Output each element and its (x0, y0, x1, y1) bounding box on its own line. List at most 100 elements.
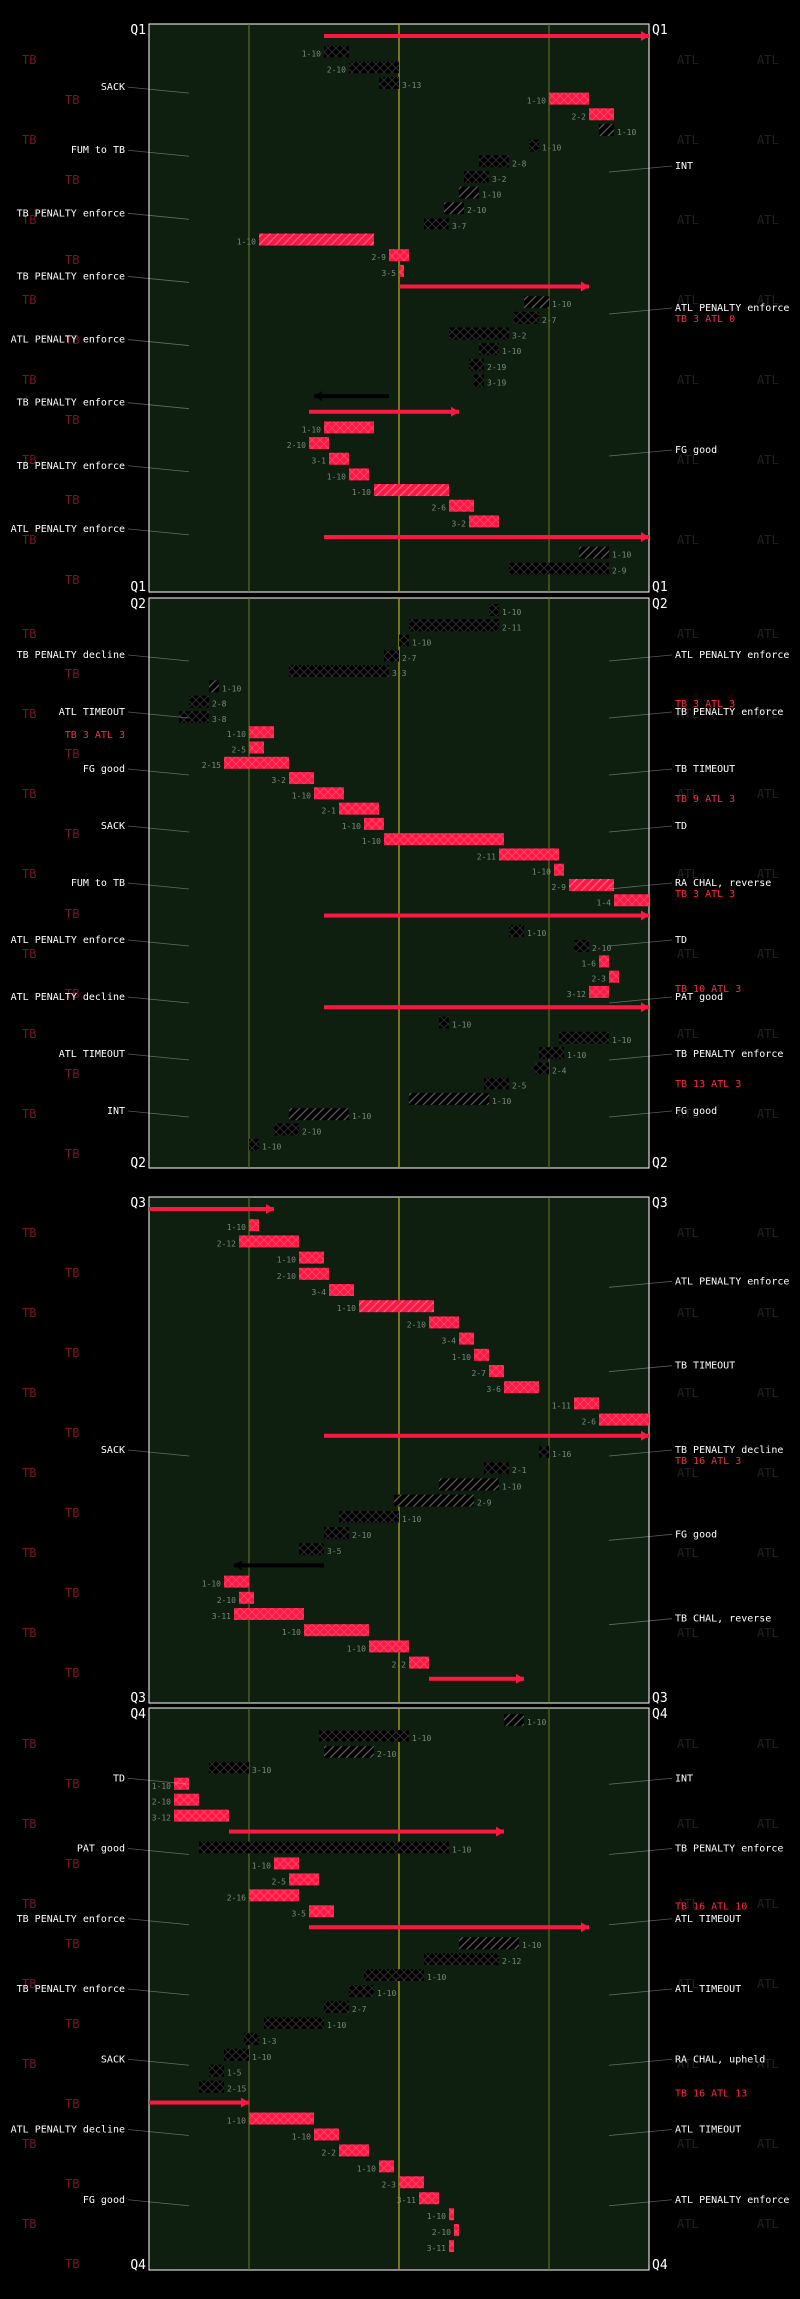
play-bar (364, 1969, 424, 1982)
down-distance-label: 3-2 (272, 776, 287, 785)
team-watermark: ATL (677, 867, 699, 881)
team-watermark: ATL (757, 2057, 779, 2071)
event-leader (608, 1280, 673, 1288)
down-distance-label: 2-5 (512, 1082, 527, 1091)
play-arrow (641, 31, 649, 41)
event-label-right: TB PENALTY enforce (675, 707, 783, 718)
team-watermark: ATL (677, 1897, 699, 1911)
play-bar (449, 499, 474, 512)
quarter-label: Q2 (130, 597, 146, 612)
team-watermark: ATL (757, 373, 779, 387)
play-bar (174, 1793, 199, 1806)
team-watermark: ATL (757, 453, 779, 467)
down-distance-label: 1-10 (342, 822, 361, 831)
down-distance-label: 2-9 (552, 883, 567, 892)
down-distance-label: 3-2 (452, 519, 467, 528)
team-watermark: TB (22, 533, 36, 547)
team-watermark: ATL (677, 1226, 699, 1240)
down-distance-label: 1-10 (492, 1097, 511, 1106)
play-arrow (641, 532, 649, 543)
event-leader (608, 307, 673, 315)
down-distance-label: 1-10 (552, 300, 571, 309)
play-bar (189, 695, 209, 708)
down-distance-label: 1-10 (252, 1861, 271, 1870)
event-leader (127, 711, 190, 719)
team-watermark: ATL (677, 2057, 699, 2071)
team-watermark: TB (22, 1306, 36, 1320)
play-bar (249, 1219, 259, 1232)
play-bar (454, 2224, 459, 2237)
event-leader (608, 1618, 673, 1626)
event-label-right: TB TIMEOUT (675, 764, 735, 775)
event-label-right: RA CHAL, upheld (675, 2054, 765, 2065)
score-label: TB 10 ATL 3 (675, 984, 741, 995)
event-label-left: TB PENALTY enforce (17, 208, 125, 219)
down-distance-label: 1-10 (352, 1112, 371, 1121)
team-watermark: TB (22, 453, 36, 467)
play-arrow (581, 281, 589, 292)
event-label-right: TD (675, 821, 687, 832)
down-distance-label: 1-10 (227, 730, 246, 739)
down-distance-label: 1-10 (252, 2053, 271, 2062)
team-watermark: ATL (757, 1027, 779, 1041)
play-bar (374, 484, 449, 497)
event-leader (127, 882, 190, 890)
play-bar (449, 2208, 454, 2221)
down-distance-label: 3-6 (487, 1385, 502, 1394)
event-leader (127, 1110, 190, 1118)
team-watermark: ATL (677, 787, 699, 801)
team-watermark: TB (65, 1857, 79, 1871)
down-distance-label: 2-2 (572, 112, 587, 121)
down-distance-label: 2-10 (327, 65, 346, 74)
play-bar (234, 1608, 304, 1620)
down-distance-label: 2-10 (407, 1320, 426, 1329)
play-bar (424, 1953, 499, 1966)
team-watermark: ATL (677, 627, 699, 641)
event-label-left: TB PENALTY enforce (17, 1914, 125, 1925)
event-label-left: ATL PENALTY enforce (11, 524, 125, 535)
down-distance-label: 1-10 (452, 1021, 471, 1030)
down-distance-label: 1-10 (377, 1989, 396, 1998)
down-distance-label: 2-15 (227, 2085, 246, 2094)
down-distance-label: 2-10 (287, 441, 306, 450)
event-label-right: FG good (675, 445, 717, 456)
team-watermark: TB (65, 1937, 79, 1951)
play-bar (599, 955, 609, 968)
play-arrow (234, 1560, 242, 1571)
team-watermark: TB (65, 1346, 79, 1360)
event-label-right: ATL PENALTY enforce (675, 1276, 789, 1287)
event-label-left: SACK (101, 821, 125, 832)
down-distance-label: 1-10 (532, 868, 551, 877)
event-leader (608, 1988, 673, 1996)
down-distance-label: 3-11 (212, 1612, 231, 1621)
team-watermark: ATL (757, 1546, 779, 1560)
team-watermark: TB (65, 2017, 79, 2031)
play-bar (274, 1857, 299, 1870)
down-distance-label: 1-10 (427, 2212, 446, 2221)
quarter-label: Q4 (130, 2258, 146, 2273)
event-leader (608, 711, 673, 719)
play-bar (249, 726, 274, 739)
team-watermark: TB (65, 747, 79, 761)
play-bar (289, 1873, 319, 1886)
event-label-right: TB PENALTY decline (675, 1445, 783, 1456)
down-distance-label: 1-10 (337, 1304, 356, 1313)
team-watermark: ATL (677, 1817, 699, 1831)
team-watermark: TB (22, 1027, 36, 1041)
down-distance-label: 2-2 (322, 2148, 337, 2157)
down-distance-label: 2-6 (432, 504, 447, 513)
down-distance-label: 2-12 (217, 1239, 236, 1248)
play-bar (409, 619, 499, 632)
play-bar (249, 1138, 259, 1151)
play-bar (489, 1365, 504, 1377)
down-distance-label: 1-10 (527, 929, 546, 938)
team-watermark: ATL (757, 1897, 779, 1911)
team-watermark: TB (65, 173, 79, 187)
play-arrow (266, 1204, 274, 1214)
score-label: TB 3 ATL 3 (675, 699, 735, 710)
play-bar (409, 1656, 429, 1669)
team-watermark: ATL (757, 1107, 779, 1121)
event-leader (127, 2058, 190, 2066)
team-watermark: ATL (677, 1386, 699, 1400)
